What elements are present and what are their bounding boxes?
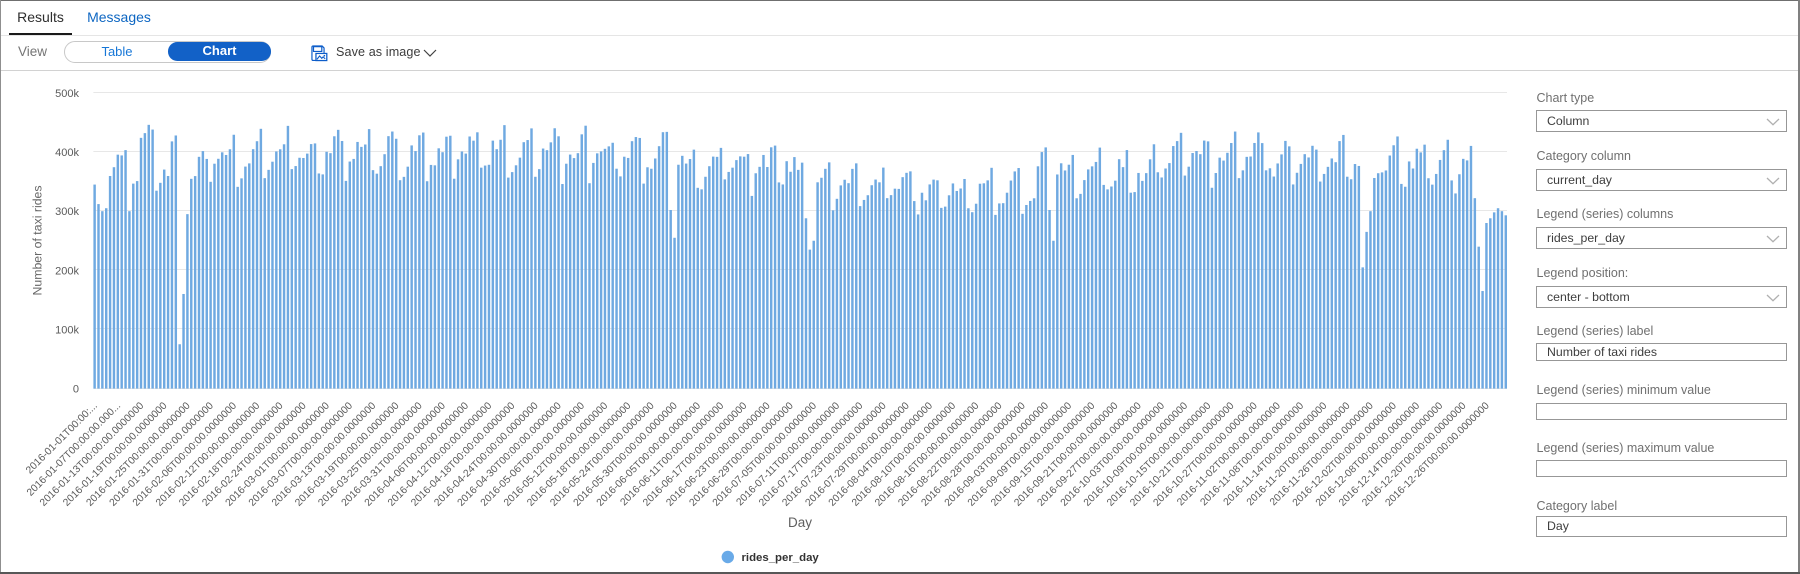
svg-text:100k: 100k [55,324,79,336]
svg-text:200k: 200k [55,265,79,277]
svg-text:Day: Day [788,515,812,530]
svg-text:300k: 300k [55,206,79,218]
svg-text:400k: 400k [55,147,79,159]
svg-text:500k: 500k [55,88,79,100]
svg-text:0: 0 [73,384,79,396]
svg-text:rides_per_day: rides_per_day [742,552,820,564]
svg-text:Number of taxi rides: Number of taxi rides [31,185,45,295]
